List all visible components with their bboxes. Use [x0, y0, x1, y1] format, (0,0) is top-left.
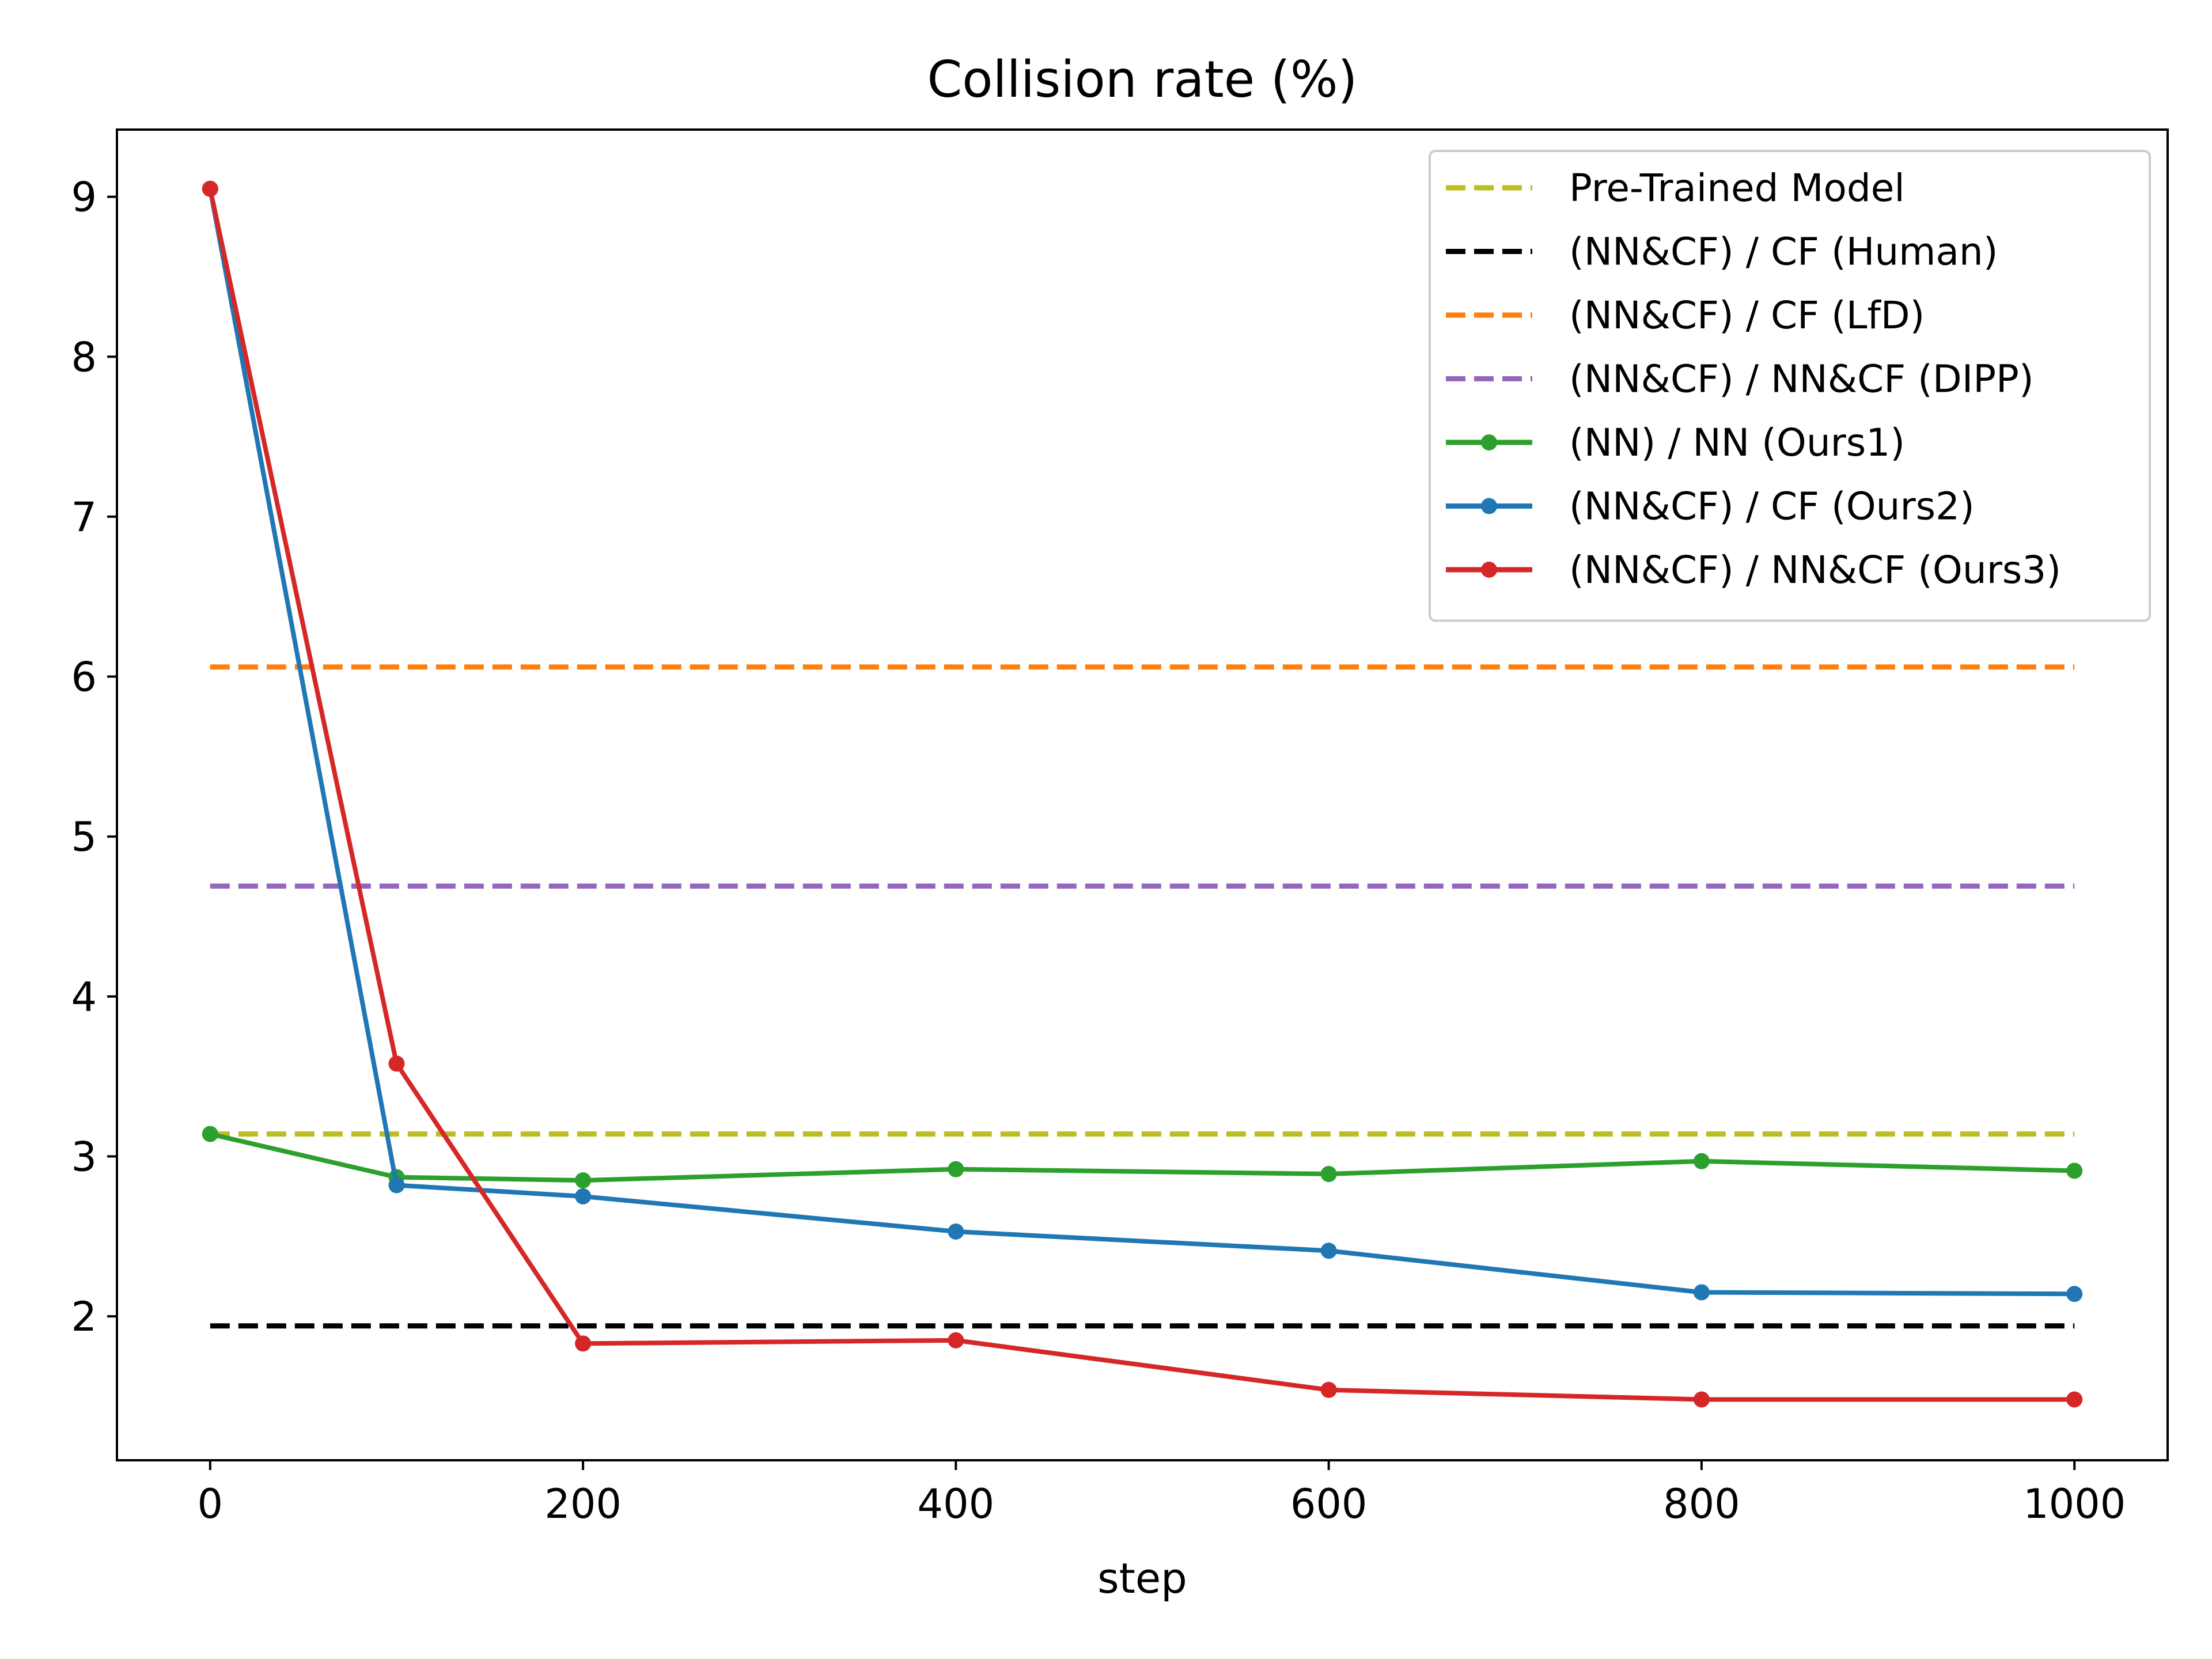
point-nn-cf-nn-cf-ours3-800	[1693, 1391, 1710, 1408]
y-tick-label-3: 3	[71, 1133, 97, 1180]
legend-label-nn-cf-cf-human: (NN&CF) / CF (Human)	[1569, 230, 1998, 274]
point-nn-nn-ours1-0	[202, 1126, 218, 1142]
point-nn-cf-nn-cf-ours3-400	[948, 1332, 964, 1349]
point-nn-cf-cf-ours2-100	[388, 1177, 405, 1194]
legend-label-nn-cf-cf-ours2: (NN&CF) / CF (Ours2)	[1569, 484, 1975, 529]
x-tick-label-0: 0	[198, 1480, 224, 1528]
point-nn-nn-ours1-200	[575, 1172, 592, 1189]
y-tick-label-9: 9	[71, 174, 97, 221]
legend-label-nn-cf-nn-cf-dipp: (NN&CF) / NN&CF (DIPP)	[1569, 357, 2034, 402]
y-tick-label-5: 5	[71, 813, 97, 861]
y-tick-label-4: 4	[71, 974, 97, 1021]
legend-label-pre-trained-model: Pre-Trained Model	[1569, 166, 1905, 210]
x-axis-label: step	[1097, 1554, 1187, 1603]
y-tick-label-8: 8	[71, 334, 97, 381]
x-tick-label-1000: 1000	[2023, 1480, 2126, 1528]
point-nn-cf-cf-ours2-400	[948, 1223, 964, 1240]
point-nn-cf-nn-cf-ours3-0	[202, 180, 218, 197]
plot-area: 0 200 400 600 800 1000 2 3 4 5 6 7 8 9	[71, 128, 2169, 1528]
point-nn-cf-cf-ours2-1000	[2066, 1286, 2083, 1302]
legend-marker-nn-nn-ours1	[1481, 434, 1497, 450]
point-nn-cf-nn-cf-ours3-100	[388, 1055, 405, 1072]
point-nn-nn-ours1-600	[1320, 1166, 1337, 1183]
x-tick-label-600: 600	[1290, 1480, 1368, 1528]
x-tick-label-400: 400	[918, 1480, 995, 1528]
point-nn-cf-nn-cf-ours3-1000	[2066, 1391, 2083, 1408]
point-nn-nn-ours1-400	[948, 1161, 964, 1177]
y-tick-label-7: 7	[71, 494, 97, 541]
point-nn-nn-ours1-1000	[2066, 1162, 2083, 1179]
point-nn-cf-nn-cf-ours3-600	[1320, 1381, 1337, 1398]
legend-box	[1429, 150, 2151, 622]
legend-marker-nn-cf-nn-cf-ours3	[1481, 562, 1497, 578]
legend-label-nn-cf-nn-cf-ours3: (NN&CF) / NN&CF (Ours3)	[1569, 548, 2061, 592]
y-tick-label-6: 6	[71, 654, 97, 701]
legend: Pre-Trained Model (NN&CF) / CF (Human) (NN…	[1429, 150, 2151, 622]
point-nn-cf-nn-cf-ours3-200	[575, 1335, 592, 1352]
y-tick-label-2: 2	[71, 1293, 97, 1340]
legend-label-nn-cf-cf-lfd: (NN&CF) / CF (LfD)	[1569, 293, 1925, 338]
x-tick-label-200: 200	[544, 1480, 622, 1528]
point-nn-cf-cf-ours2-200	[575, 1188, 592, 1205]
point-nn-nn-ours1-800	[1693, 1153, 1710, 1169]
plot-frame	[116, 128, 2169, 1461]
point-nn-cf-cf-ours2-600	[1320, 1243, 1337, 1259]
chart-title: Collision rate (%)	[927, 50, 1358, 109]
x-tick-label-800: 800	[1663, 1480, 1740, 1528]
legend-label-nn-nn-ours1: (NN) / NN (Ours1)	[1569, 421, 1905, 465]
point-nn-cf-cf-ours2-800	[1693, 1284, 1710, 1301]
legend-marker-nn-cf-cf-ours2	[1481, 498, 1497, 514]
